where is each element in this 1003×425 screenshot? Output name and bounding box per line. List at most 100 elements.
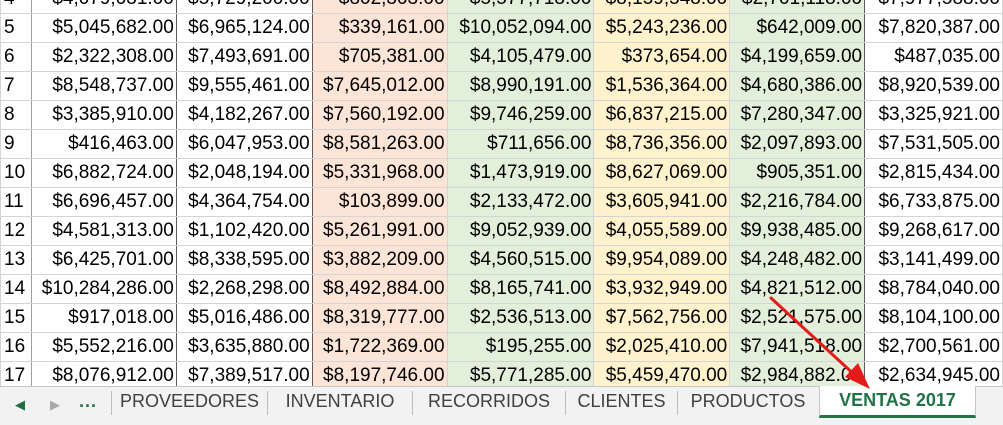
row-number[interactable]: 16 <box>0 332 32 362</box>
table-cell[interactable]: $5,331,968.00 <box>311 158 448 188</box>
row-number[interactable]: 17 <box>0 361 32 387</box>
table-cell[interactable]: $6,882,724.00 <box>30 158 177 188</box>
table-cell[interactable]: $6,696,457.00 <box>30 187 177 217</box>
table-cell[interactable]: $5,261,991.00 <box>311 216 448 246</box>
table-cell[interactable]: $4,248,482.00 <box>729 245 866 275</box>
table-cell[interactable]: $4,105,479.00 <box>446 42 595 72</box>
table-cell[interactable]: $3,882,209.00 <box>311 245 448 275</box>
row-number[interactable]: 8 <box>0 100 32 130</box>
table-cell[interactable]: $5,729,200.00 <box>175 0 313 14</box>
tab-proveedores[interactable]: PROVEEDORES <box>112 387 267 417</box>
table-cell[interactable]: $4,821,512.00 <box>729 274 866 304</box>
table-cell[interactable]: $5,577,718.00 <box>446 0 595 14</box>
row-number[interactable]: 13 <box>0 245 32 275</box>
table-cell[interactable]: $5,771,285.00 <box>446 361 595 387</box>
table-cell[interactable]: $10,284,286.00 <box>30 274 177 304</box>
table-cell[interactable]: $3,605,941.00 <box>593 187 731 217</box>
table-cell[interactable]: $1,102,420.00 <box>175 216 313 246</box>
table-cell[interactable]: $6,425,701.00 <box>30 245 177 275</box>
scroll-left-icon[interactable]: ◀ <box>15 397 25 412</box>
table-cell[interactable]: $9,954,089.00 <box>593 245 731 275</box>
table-cell[interactable]: $7,531,505.00 <box>864 129 1003 159</box>
tab-ventas-2017[interactable]: VENTAS 2017 <box>819 386 976 418</box>
table-cell[interactable]: $8,920,539.00 <box>864 71 1003 101</box>
table-cell[interactable]: $2,984,882.00 <box>729 361 866 387</box>
table-cell[interactable]: $8,784,040.00 <box>864 274 1003 304</box>
row-number[interactable]: 12 <box>0 216 32 246</box>
table-cell[interactable]: $7,560,192.00 <box>311 100 448 130</box>
table-cell[interactable]: $4,364,754.00 <box>175 187 313 217</box>
table-cell[interactable]: $2,322,308.00 <box>30 42 177 72</box>
row-number[interactable]: 11 <box>0 187 32 217</box>
table-cell[interactable]: $1,722,369.00 <box>311 332 448 362</box>
table-cell[interactable]: $8,492,884.00 <box>311 274 448 304</box>
table-cell[interactable]: $10,052,094.00 <box>446 13 595 43</box>
table-cell[interactable]: $4,182,267.00 <box>175 100 313 130</box>
table-cell[interactable]: $905,351.00 <box>729 158 866 188</box>
table-cell[interactable]: $5,552,216.00 <box>30 332 177 362</box>
table-cell[interactable]: $3,385,910.00 <box>30 100 177 130</box>
table-cell[interactable]: $487,035.00 <box>864 42 1003 72</box>
table-cell[interactable]: $195,255.00 <box>446 332 595 362</box>
table-cell[interactable]: $2,536,513.00 <box>446 303 595 333</box>
table-cell[interactable]: $711,656.00 <box>446 129 595 159</box>
tab-recorridos[interactable]: RECORRIDOS <box>413 387 565 417</box>
table-cell[interactable]: $8,159,548.00 <box>593 0 731 14</box>
table-cell[interactable]: $2,048,194.00 <box>175 158 313 188</box>
tab-inventario[interactable]: INVENTARIO <box>268 387 412 417</box>
table-cell[interactable]: $6,733,875.00 <box>864 187 1003 217</box>
tab-clientes[interactable]: CLIENTES <box>566 387 677 417</box>
row-number[interactable]: 7 <box>0 71 32 101</box>
table-cell[interactable]: $6,837,215.00 <box>593 100 731 130</box>
table-cell[interactable]: $4,055,589.00 <box>593 216 731 246</box>
scroll-right-icon[interactable]: ▶ <box>50 397 60 412</box>
table-cell[interactable]: $4,560,515.00 <box>446 245 595 275</box>
table-cell[interactable]: $642,009.00 <box>729 13 866 43</box>
table-cell[interactable]: $7,941,518.00 <box>729 332 866 362</box>
row-number[interactable]: 5 <box>0 13 32 43</box>
table-cell[interactable]: $5,016,486.00 <box>175 303 313 333</box>
table-cell[interactable]: $373,654.00 <box>593 42 731 72</box>
table-cell[interactable]: $6,047,953.00 <box>175 129 313 159</box>
table-cell[interactable]: $3,325,921.00 <box>864 100 1003 130</box>
table-cell[interactable]: $8,736,356.00 <box>593 129 731 159</box>
row-number[interactable]: 14 <box>0 274 32 304</box>
table-cell[interactable]: $4,199,659.00 <box>729 42 866 72</box>
table-cell[interactable]: $7,493,691.00 <box>175 42 313 72</box>
table-cell[interactable]: $103,899.00 <box>311 187 448 217</box>
table-cell[interactable]: $7,645,012.00 <box>311 71 448 101</box>
table-cell[interactable]: $2,521,575.00 <box>729 303 866 333</box>
table-cell[interactable]: $416,463.00 <box>30 129 177 159</box>
table-cell[interactable]: $8,165,741.00 <box>446 274 595 304</box>
table-cell[interactable]: $2,025,410.00 <box>593 332 731 362</box>
table-cell[interactable]: $2,133,472.00 <box>446 187 595 217</box>
table-cell[interactable]: $2,097,893.00 <box>729 129 866 159</box>
table-cell[interactable]: $5,243,236.00 <box>593 13 731 43</box>
table-cell[interactable]: $8,319,777.00 <box>311 303 448 333</box>
table-cell[interactable]: $9,268,617.00 <box>864 216 1003 246</box>
table-cell[interactable]: $8,104,100.00 <box>864 303 1003 333</box>
table-cell[interactable]: $2,268,298.00 <box>175 274 313 304</box>
table-cell[interactable]: $1,473,919.00 <box>446 158 595 188</box>
row-number[interactable]: 4 <box>0 0 32 14</box>
tab-productos[interactable]: PRODUCTOS <box>678 387 818 417</box>
table-cell[interactable]: $8,076,912.00 <box>30 361 177 387</box>
table-cell[interactable]: $8,990,191.00 <box>446 71 595 101</box>
table-cell[interactable]: $2,634,945.00 <box>864 361 1003 387</box>
table-cell[interactable]: $9,052,939.00 <box>446 216 595 246</box>
table-cell[interactable]: $7,389,517.00 <box>175 361 313 387</box>
table-cell[interactable]: $8,548,737.00 <box>30 71 177 101</box>
table-cell[interactable]: $917,018.00 <box>30 303 177 333</box>
table-cell[interactable]: $3,635,880.00 <box>175 332 313 362</box>
row-number[interactable]: 6 <box>0 42 32 72</box>
table-cell[interactable]: $1,536,364.00 <box>593 71 731 101</box>
table-cell[interactable]: $5,045,682.00 <box>30 13 177 43</box>
table-cell[interactable]: $8,338,595.00 <box>175 245 313 275</box>
table-cell[interactable]: $4,581,313.00 <box>30 216 177 246</box>
table-cell[interactable]: $9,746,259.00 <box>446 100 595 130</box>
table-cell[interactable]: $2,701,118.00 <box>729 0 866 14</box>
table-cell[interactable]: $802,303.00 <box>311 0 448 14</box>
more-sheets-button[interactable]: ... <box>79 391 98 411</box>
table-cell[interactable]: $8,197,746.00 <box>311 361 448 387</box>
table-cell[interactable]: $7,977,588.00 <box>864 0 1003 14</box>
